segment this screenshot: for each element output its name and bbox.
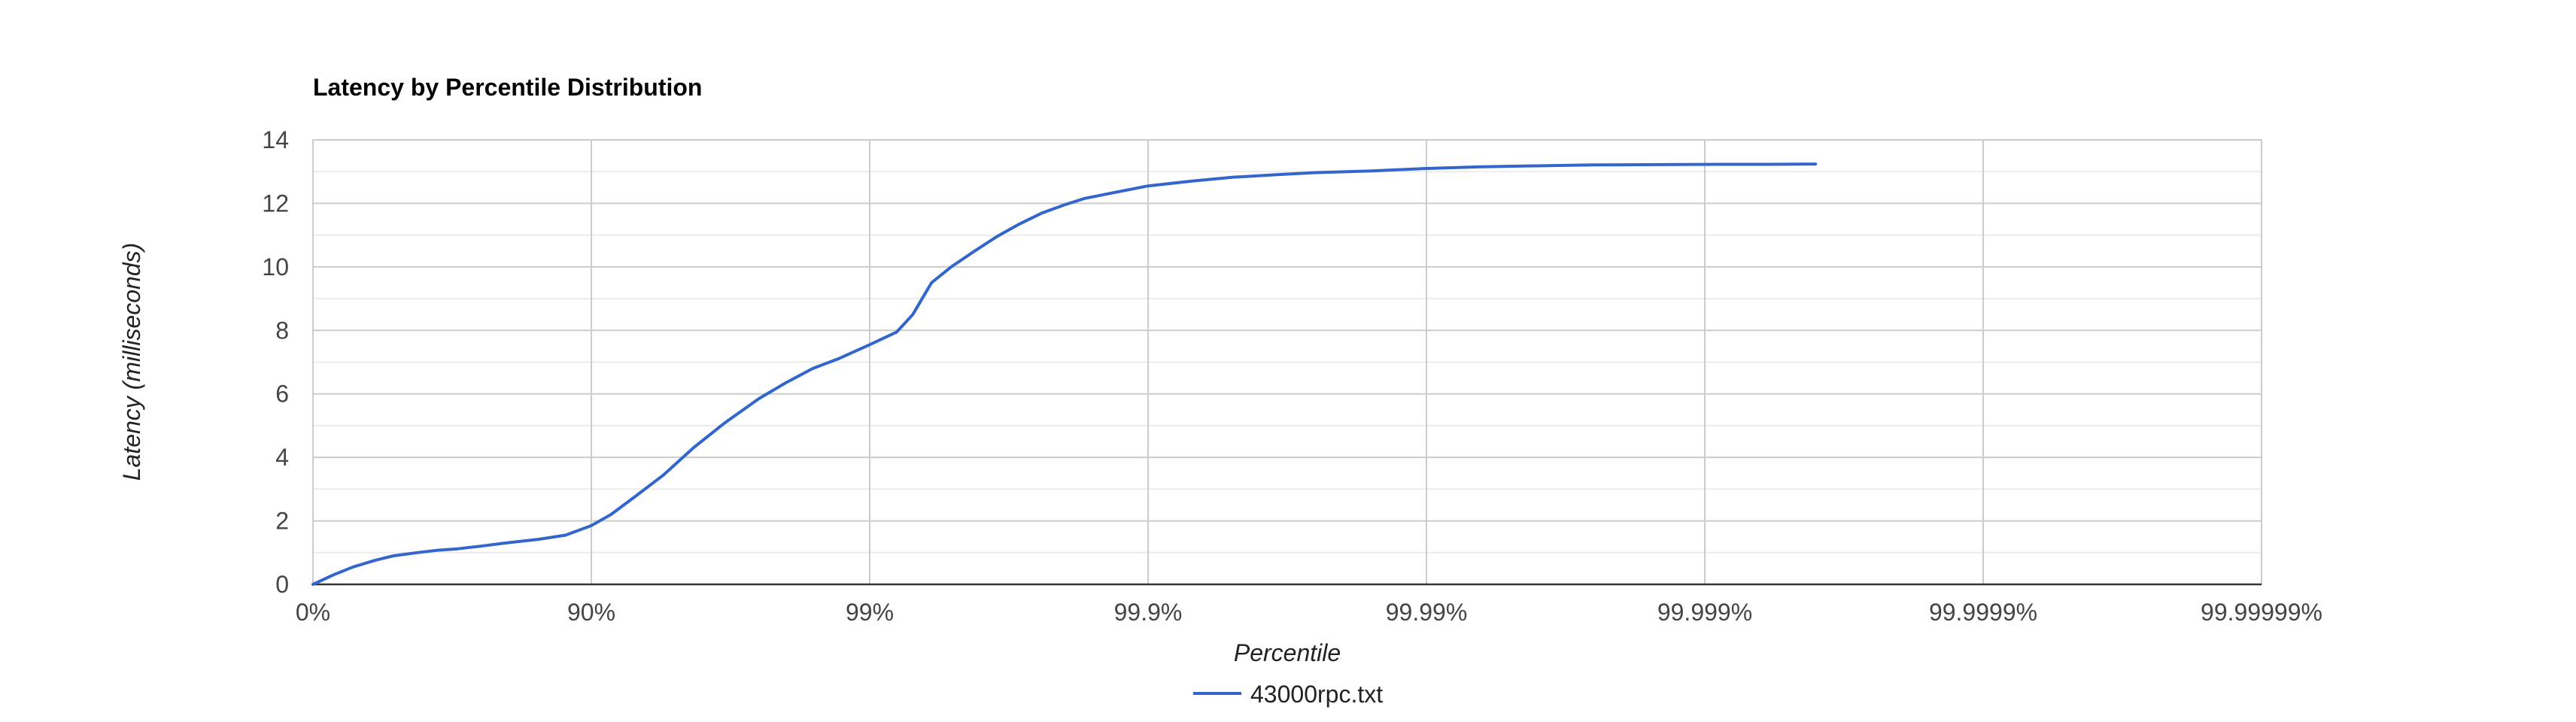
y-tick-label: 10 — [262, 253, 289, 281]
y-tick-label: 6 — [275, 381, 289, 408]
x-axis-label: Percentile — [1234, 639, 1341, 666]
series-group — [311, 162, 1818, 586]
x-tick-label: 90% — [567, 599, 615, 626]
x-tick-label: 99.9999% — [1929, 599, 2037, 626]
x-tick-label: 99.9% — [1114, 599, 1183, 626]
y-tick-label: 4 — [275, 444, 289, 471]
y-tick-label: 2 — [275, 508, 289, 535]
x-tick-label: 99.99% — [1386, 599, 1468, 626]
y-tick-label: 0 — [275, 571, 289, 598]
y-tick-label: 8 — [275, 317, 289, 344]
x-tick-label: 0% — [296, 599, 330, 626]
x-tick-label: 99.99999% — [2201, 599, 2322, 626]
y-axis-label: Latency (milliseconds) — [118, 243, 145, 481]
chart-title: Latency by Percentile Distribution — [313, 74, 702, 101]
legend[interactable]: 43000rpc.txt — [1193, 681, 1383, 708]
x-tick-label: 99.999% — [1657, 599, 1752, 626]
x-axis-tick-labels: 0% 90% 99% 99.9% 99.99% 99.999% 99.9999% 99.999… — [296, 599, 2322, 626]
legend-series-label: 43000rpc.txt — [1250, 681, 1383, 708]
series-line — [311, 162, 1818, 586]
y-axis-tick-labels: 0 2 4 6 8 10 12 14 — [262, 126, 289, 598]
x-tick-label: 99% — [846, 599, 894, 626]
y-tick-label: 12 — [262, 190, 289, 217]
y-tick-label: 14 — [262, 126, 289, 153]
